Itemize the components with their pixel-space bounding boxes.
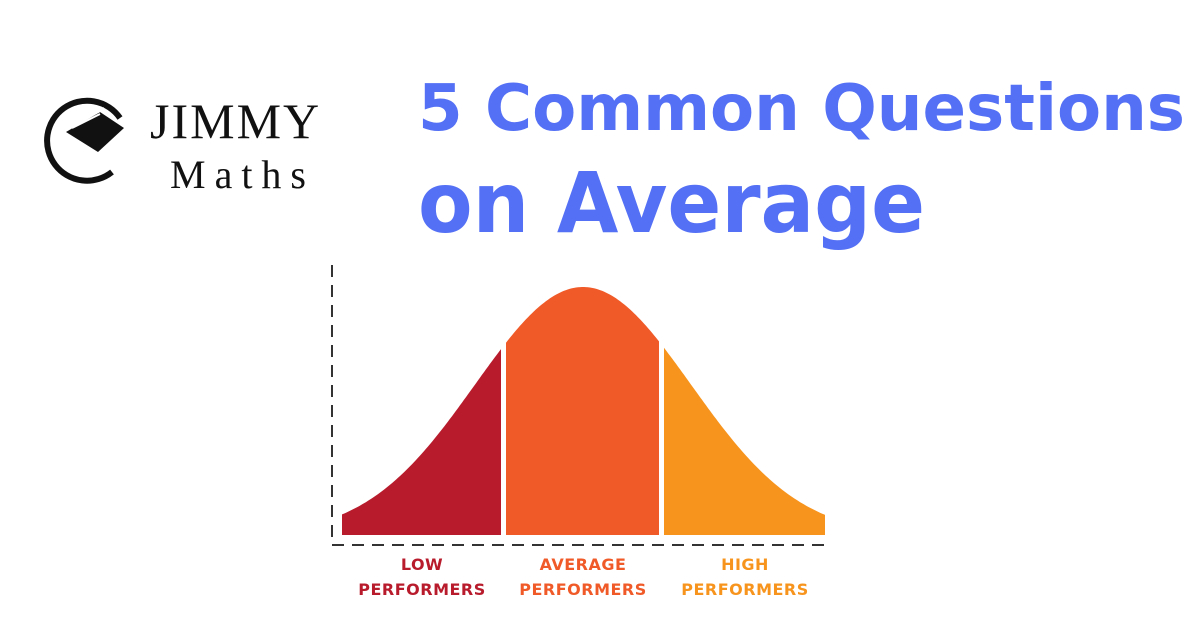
segment-label: HIGH [721,555,769,574]
logo-ring [44,97,123,184]
segment-labels: LOW PERFORMERS AVERAGE PERFORMERS HIGH PERFOR… [358,555,809,599]
bell-curve [342,287,825,535]
logo-name: JIMMY [150,93,321,149]
segment-label: PERFORMERS [358,580,486,599]
title-line-1: 5 Common Questions [418,72,1185,146]
curve-segment [664,347,825,535]
curve-segment [506,287,659,535]
title-line-2: on Average [418,154,925,252]
segment-label: PERFORMERS [681,580,809,599]
segment-label: AVERAGE [540,555,627,574]
logo-sub: Maths [170,152,315,197]
segment-label: PERFORMERS [519,580,647,599]
logo-pages [71,107,105,129]
curve-segment [342,349,501,535]
segment-label: LOW [401,555,443,574]
logo-book [66,112,124,152]
logo: JIMMY Maths [44,93,321,197]
